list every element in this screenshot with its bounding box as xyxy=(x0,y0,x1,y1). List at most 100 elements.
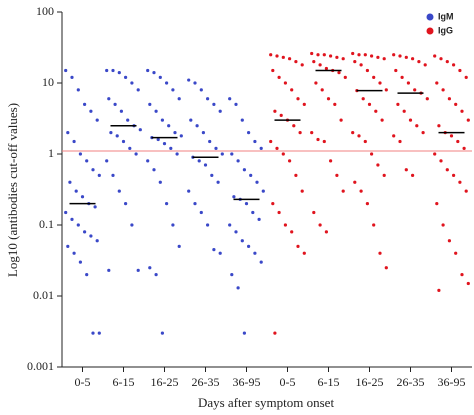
data-point xyxy=(216,180,220,184)
data-point xyxy=(236,159,240,163)
data-point xyxy=(380,118,384,122)
data-point xyxy=(187,189,191,193)
data-point xyxy=(359,189,363,193)
data-point xyxy=(290,230,294,234)
data-point xyxy=(240,239,244,243)
data-point xyxy=(408,118,413,122)
data-point xyxy=(240,118,244,122)
data-point xyxy=(298,131,302,135)
data-point xyxy=(179,134,183,138)
data-point xyxy=(359,63,363,67)
data-point xyxy=(64,210,68,215)
x-tick-label: 0-5 xyxy=(280,375,296,389)
data-point xyxy=(107,268,111,272)
data-point xyxy=(374,109,378,113)
data-point xyxy=(452,173,456,177)
data-point xyxy=(83,102,87,106)
data-point xyxy=(187,78,191,82)
data-point xyxy=(68,180,72,184)
data-point xyxy=(173,131,177,135)
data-point xyxy=(89,234,93,238)
data-point xyxy=(275,54,279,58)
data-point xyxy=(324,230,328,234)
data-point xyxy=(413,88,417,92)
data-point xyxy=(236,286,240,290)
data-point xyxy=(326,97,331,101)
data-point xyxy=(466,281,470,286)
data-point xyxy=(296,97,300,101)
data-point xyxy=(372,223,376,227)
data-point xyxy=(341,189,345,193)
data-point xyxy=(294,60,298,64)
data-point xyxy=(242,168,246,172)
data-point xyxy=(70,75,74,79)
data-point xyxy=(269,139,273,144)
data-point xyxy=(95,118,99,122)
data-point xyxy=(158,75,162,79)
data-point xyxy=(85,273,89,277)
data-point xyxy=(447,239,451,243)
data-point xyxy=(124,202,128,206)
data-point xyxy=(382,173,386,177)
data-point xyxy=(113,102,117,106)
data-point xyxy=(199,88,203,92)
x-tick-label: 36-95 xyxy=(233,375,261,389)
data-point xyxy=(433,54,437,58)
data-point xyxy=(247,244,251,248)
data-point xyxy=(452,63,456,67)
data-point xyxy=(206,97,210,101)
x-tick-label: 16-25 xyxy=(151,375,179,389)
data-point xyxy=(283,81,287,85)
data-point xyxy=(357,134,361,138)
data-point xyxy=(460,273,464,277)
data-point xyxy=(76,88,80,92)
y-tick-label: 0.1 xyxy=(39,217,54,231)
data-point xyxy=(400,75,404,79)
data-point xyxy=(105,159,109,163)
data-point xyxy=(218,109,222,113)
data-point xyxy=(376,55,380,59)
data-point xyxy=(230,273,234,277)
data-point xyxy=(370,152,374,156)
data-point xyxy=(259,146,263,150)
data-point xyxy=(329,54,333,58)
data-point xyxy=(437,124,441,128)
data-point xyxy=(384,88,388,92)
x-tick-label: 6-15 xyxy=(113,375,135,389)
data-point xyxy=(171,223,175,227)
data-point xyxy=(402,109,406,113)
y-tick-label: 0.01 xyxy=(33,288,54,302)
data-point xyxy=(247,131,251,135)
data-point xyxy=(411,57,415,61)
data-point xyxy=(97,173,101,177)
data-point xyxy=(228,223,232,227)
data-point xyxy=(271,202,275,206)
data-point xyxy=(351,51,355,56)
data-point xyxy=(193,81,197,85)
data-point xyxy=(333,102,337,106)
data-point xyxy=(91,168,95,172)
y-axis-label: Log10 (antibodies cut-off values) xyxy=(5,103,20,277)
data-point xyxy=(111,68,115,73)
data-point xyxy=(70,217,74,221)
data-point xyxy=(302,251,306,255)
data-point xyxy=(279,113,283,117)
data-point xyxy=(372,75,376,79)
data-point xyxy=(93,205,97,209)
data-point xyxy=(201,131,205,135)
data-point xyxy=(220,152,224,156)
data-point xyxy=(138,128,142,132)
data-point xyxy=(107,97,111,101)
data-point xyxy=(210,173,214,177)
data-point xyxy=(314,81,318,85)
data-point xyxy=(361,97,365,101)
x-tick-label: 36-95 xyxy=(438,375,466,389)
data-point xyxy=(83,230,87,234)
data-point xyxy=(302,102,306,106)
data-point xyxy=(130,223,134,227)
data-point xyxy=(234,102,238,106)
data-point xyxy=(370,54,374,58)
data-point xyxy=(363,139,367,144)
x-tick-label: 0-5 xyxy=(75,375,91,389)
